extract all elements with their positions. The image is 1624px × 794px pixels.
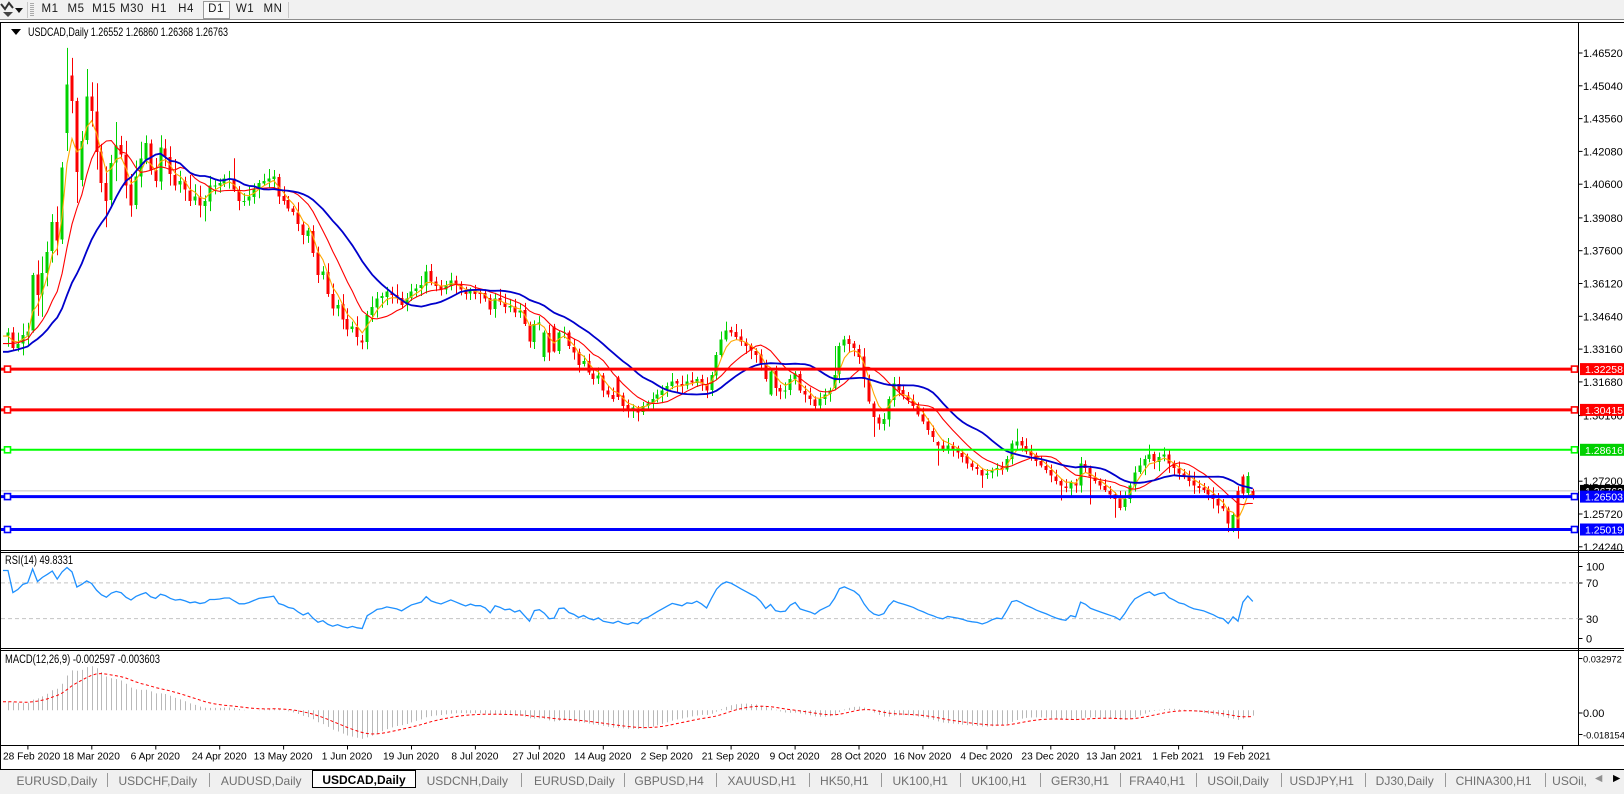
svg-text:1.37600: 1.37600: [1583, 246, 1623, 258]
svg-text:6 Apr 2020: 6 Apr 2020: [131, 752, 181, 763]
svg-text:1.25720: 1.25720: [1583, 509, 1623, 521]
svg-text:1.43560: 1.43560: [1583, 114, 1623, 126]
svg-text:0.00: 0.00: [1583, 708, 1604, 720]
svg-text:8 Jul 2020: 8 Jul 2020: [451, 752, 498, 763]
svg-text:1.46520: 1.46520: [1583, 48, 1623, 60]
svg-text:1.31680: 1.31680: [1583, 377, 1623, 389]
svg-text:19 Feb 2021: 19 Feb 2021: [1213, 752, 1271, 763]
svg-text:1.26503: 1.26503: [1585, 492, 1623, 504]
svg-text:2 Sep 2020: 2 Sep 2020: [641, 752, 693, 763]
svg-text:13 Jan 2021: 13 Jan 2021: [1086, 752, 1142, 763]
svg-text:13 May 2020: 13 May 2020: [254, 752, 313, 763]
svg-text:18 Mar 2020: 18 Mar 2020: [63, 752, 121, 763]
svg-text:1.39080: 1.39080: [1583, 213, 1623, 225]
svg-text:MACD(12,26,9) -0.002597 -0.003: MACD(12,26,9) -0.002597 -0.003603: [5, 654, 160, 666]
svg-text:RSI(14) 49.8331: RSI(14) 49.8331: [5, 555, 73, 567]
svg-text:0: 0: [1586, 634, 1592, 646]
svg-text:21 Sep 2020: 21 Sep 2020: [702, 752, 760, 763]
svg-text:-0.018154: -0.018154: [1583, 731, 1624, 741]
svg-text:28 Oct 2020: 28 Oct 2020: [831, 752, 887, 763]
svg-text:16 Nov 2020: 16 Nov 2020: [894, 752, 952, 763]
svg-text:1.24240: 1.24240: [1583, 542, 1623, 554]
svg-text:19 Jun 2020: 19 Jun 2020: [383, 752, 439, 763]
svg-text:1 Jun 2020: 1 Jun 2020: [322, 752, 373, 763]
svg-text:1.40600: 1.40600: [1583, 179, 1623, 191]
svg-text:100: 100: [1586, 562, 1604, 574]
svg-text:USDCAD,Daily 1.26552 1.26860: USDCAD,Daily 1.26552 1.26860 1.26368 1.2…: [28, 25, 228, 39]
svg-text:27 Jul 2020: 27 Jul 2020: [512, 752, 565, 763]
svg-text:1.36120: 1.36120: [1583, 279, 1623, 291]
svg-text:1.25019: 1.25019: [1585, 525, 1623, 537]
svg-text:1.32258: 1.32258: [1585, 364, 1623, 376]
svg-text:1.34640: 1.34640: [1583, 311, 1623, 323]
svg-text:1.33160: 1.33160: [1583, 344, 1623, 356]
svg-text:70: 70: [1586, 578, 1598, 590]
svg-text:14 Aug 2020: 14 Aug 2020: [574, 752, 632, 763]
svg-text:30: 30: [1586, 614, 1598, 626]
svg-text:28 Feb 2020: 28 Feb 2020: [3, 752, 61, 763]
svg-text:4 Dec 2020: 4 Dec 2020: [960, 752, 1012, 763]
svg-text:23 Dec 2020: 23 Dec 2020: [1021, 752, 1079, 763]
svg-text:24 Apr 2020: 24 Apr 2020: [192, 752, 247, 763]
svg-text:0.032972: 0.032972: [1583, 655, 1622, 665]
svg-text:1 Feb 2021: 1 Feb 2021: [1152, 752, 1204, 763]
svg-text:1.30415: 1.30415: [1585, 405, 1623, 417]
svg-text:9 Oct 2020: 9 Oct 2020: [770, 752, 820, 763]
svg-text:1.42080: 1.42080: [1583, 146, 1623, 158]
svg-text:1.45040: 1.45040: [1583, 81, 1623, 93]
svg-text:1.28616: 1.28616: [1585, 445, 1623, 457]
